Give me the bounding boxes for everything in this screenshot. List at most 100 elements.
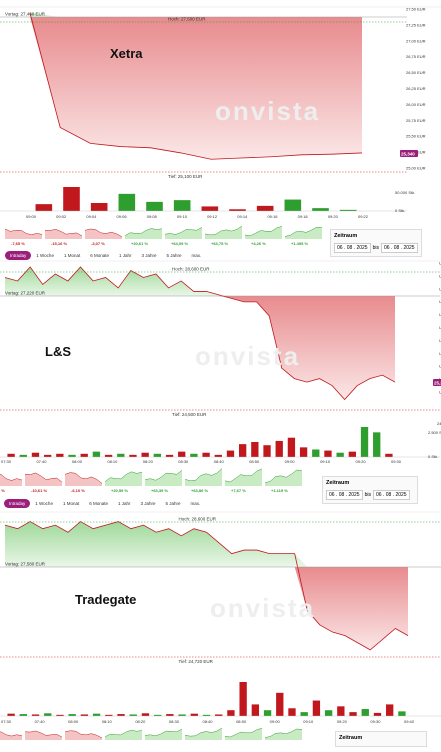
perf-label: -10,61 % bbox=[31, 488, 47, 493]
volume-bar bbox=[339, 209, 357, 211]
x-tick-label: 09:00 bbox=[285, 459, 296, 464]
perf-sparkline-area bbox=[65, 472, 102, 486]
x-tick-label: 09:20 bbox=[337, 719, 348, 724]
volume-bar bbox=[239, 682, 247, 716]
y-tick-label: UR bbox=[439, 364, 441, 369]
volume-bar bbox=[312, 449, 320, 457]
last-price-badge bbox=[400, 150, 418, 157]
perf-sparkline-area bbox=[165, 227, 202, 239]
range-tab[interactable]: 3 Jahre bbox=[141, 253, 157, 258]
perf-sparkline-area bbox=[45, 229, 82, 239]
x-tick-label: 09:00 bbox=[270, 719, 281, 724]
x-tick-label: 09:04 bbox=[86, 214, 97, 219]
y-tick-label: UR bbox=[439, 273, 441, 278]
range-tab[interactable]: 1 Monat bbox=[63, 253, 81, 258]
last-price-badge bbox=[433, 379, 441, 386]
volume-bar bbox=[215, 714, 223, 716]
volume-bar bbox=[398, 711, 406, 716]
perf-sparkline bbox=[104, 729, 143, 738]
exchange-label: Xetra bbox=[110, 46, 143, 61]
volume-bar bbox=[90, 203, 108, 211]
volume-bar bbox=[153, 453, 161, 457]
range-tab[interactable]: Intraday bbox=[4, 499, 31, 508]
volume-bar bbox=[165, 454, 174, 457]
range-tab[interactable]: 5 Jahre bbox=[165, 501, 181, 506]
x-tick-label: 07:30 bbox=[1, 719, 12, 724]
price-line bbox=[29, 12, 363, 160]
range-tab[interactable]: 1 Woche bbox=[36, 253, 54, 258]
volume-bar bbox=[239, 444, 247, 457]
y-tick-label: 27,25 EUR bbox=[406, 22, 426, 27]
y-tick-label: UR bbox=[439, 390, 441, 395]
perf-sparkline bbox=[64, 472, 103, 484]
x-tick-label: 08:40 bbox=[214, 459, 225, 464]
range-tab[interactable]: Intraday bbox=[5, 251, 32, 260]
range-tab[interactable]: 1 Monat bbox=[62, 501, 80, 506]
date-separator: bis bbox=[364, 492, 371, 498]
perf-sparkline-area bbox=[105, 730, 142, 740]
x-tick-label: 09:20 bbox=[328, 214, 339, 219]
volume-bar bbox=[44, 454, 52, 457]
date-from-field[interactable]: 06 . 08 . 2025 bbox=[334, 243, 371, 253]
volume-bar bbox=[31, 452, 40, 457]
perf-label: -3,07 % bbox=[91, 241, 105, 246]
range-tab[interactable]: 1 Jahr bbox=[118, 253, 132, 258]
volume-bar bbox=[251, 704, 260, 716]
x-tick-label: 09:16 bbox=[267, 214, 278, 219]
perf-sparkline bbox=[104, 471, 143, 482]
x-tick-label: 08:50 bbox=[236, 719, 247, 724]
vortag-label: Vortag: 27,220 EUR bbox=[5, 291, 46, 296]
zeitraum-label: Zeitraum bbox=[326, 480, 350, 486]
range-tab[interactable]: 1 Woche bbox=[35, 501, 53, 506]
volume-bar bbox=[263, 445, 271, 457]
perf-sparkline-area bbox=[285, 227, 322, 239]
y-tick-label: 26,25 EUR bbox=[406, 86, 426, 91]
date-to-field[interactable]: 06 . 08 . 2025 bbox=[381, 243, 418, 253]
range-tab[interactable]: max. bbox=[191, 253, 202, 258]
range-tabs-xetra: Intraday 1 Woche 1 Monat 6 Monate 1 Jahr 3 Ja… bbox=[5, 251, 206, 260]
perf-sparkline-area bbox=[145, 470, 182, 486]
volume-bar bbox=[19, 454, 27, 457]
x-tick-label: 08:00 bbox=[68, 719, 79, 724]
volume-bar bbox=[63, 187, 80, 211]
area-above-vortag bbox=[5, 521, 408, 567]
y-tick-label: UR bbox=[439, 299, 441, 304]
range-tab[interactable]: 1 Jahr bbox=[117, 501, 131, 506]
x-tick-label: 07:30 bbox=[1, 459, 12, 464]
volume-bar bbox=[117, 714, 125, 716]
perf-sparkline bbox=[284, 226, 323, 237]
x-tick-label: 08:10 bbox=[102, 719, 113, 724]
perf-label: -7,12 % bbox=[0, 488, 5, 493]
perf-sparkline bbox=[184, 468, 223, 481]
volume-bar bbox=[287, 437, 296, 457]
x-tick-label: 09:00 bbox=[26, 214, 37, 219]
perf-sparkline-area bbox=[205, 226, 242, 239]
perf-sparkline bbox=[24, 472, 63, 483]
volume-bar bbox=[141, 713, 150, 716]
range-tab[interactable]: max. bbox=[190, 501, 201, 506]
volume-bar bbox=[312, 700, 321, 716]
range-tab[interactable]: 3 Jahre bbox=[140, 501, 156, 506]
x-tick-label: 08:00 bbox=[72, 459, 83, 464]
date-to-field[interactable]: 06 . 08 . 2025 bbox=[373, 490, 410, 500]
volume-bar bbox=[299, 447, 308, 457]
perf-sparkline-area bbox=[25, 472, 62, 486]
vortag-label: Vortag: 27,460 EUR bbox=[5, 12, 46, 17]
perf-sparkline bbox=[124, 228, 163, 236]
volume-bar bbox=[104, 454, 113, 457]
range-tab[interactable]: 6 Monate bbox=[89, 501, 108, 506]
range-tab[interactable]: 5 Jahre bbox=[166, 253, 182, 258]
date-from-field[interactable]: 06 . 08 . 2025 bbox=[326, 490, 363, 500]
perf-sparkline-area bbox=[105, 471, 142, 486]
x-tick-label: 09:10 bbox=[177, 214, 188, 219]
perf-sparkline-area bbox=[185, 468, 222, 486]
perf-sparkline-area bbox=[0, 474, 22, 486]
range-tab[interactable]: 6 Monate bbox=[90, 253, 109, 258]
volume-bar bbox=[190, 713, 198, 716]
perf-label: -6,10 % bbox=[71, 488, 85, 493]
zeitraum-panel-ls: Zeitraum 06 . 08 . 2025 bis 06 . 08 . 20… bbox=[322, 476, 418, 504]
volume-bar bbox=[68, 714, 76, 716]
hoch-label: Hoch: 28,600 EUR bbox=[172, 267, 210, 272]
volume-bar bbox=[337, 706, 345, 716]
